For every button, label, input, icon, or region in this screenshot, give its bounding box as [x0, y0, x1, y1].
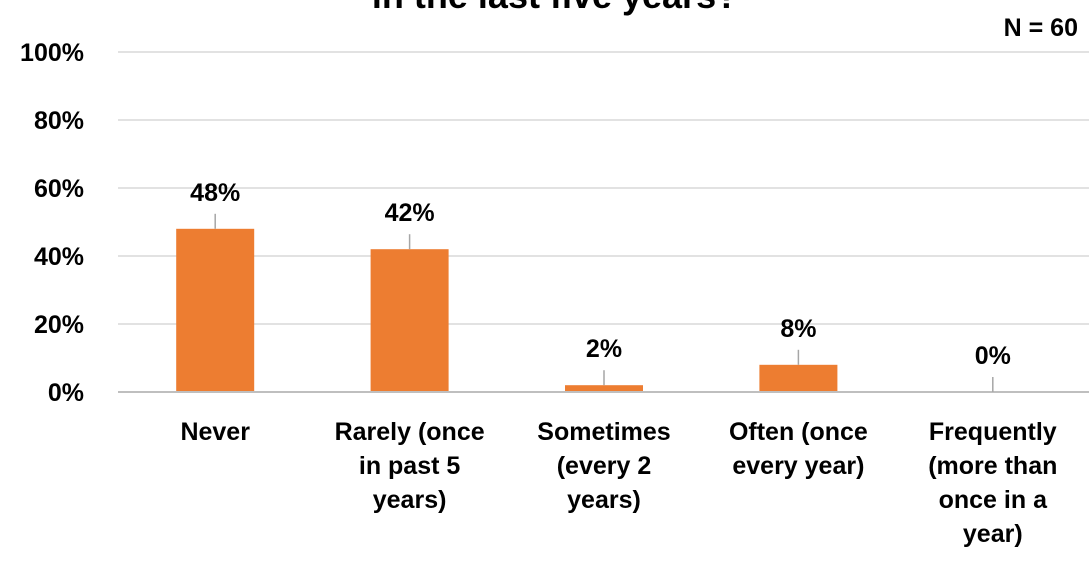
x-axis-tick-labels: Never Rarely (once in past 5 years) Sometime…: [180, 418, 1057, 548]
bar: [759, 364, 838, 392]
data-label: 48%: [190, 179, 240, 207]
x-tick-label: Frequently (more than once in a year): [928, 418, 1057, 548]
sample-size-label: N = 60: [1004, 14, 1078, 42]
data-label: 42%: [385, 199, 435, 227]
y-tick-label: 60%: [34, 175, 84, 203]
y-tick-label: 80%: [34, 107, 84, 135]
bars: [176, 228, 838, 392]
y-tick-label: 40%: [34, 243, 84, 271]
y-tick-label: 100%: [20, 39, 84, 67]
data-labels: 48% 42% 2% 8% 0%: [190, 179, 1011, 370]
bar: [176, 228, 255, 392]
chart-title: in the last five years?: [372, 0, 738, 16]
x-tick-label: Rarely (once in past 5 years): [335, 418, 485, 514]
data-label: 0%: [975, 342, 1011, 370]
data-label: 2%: [586, 335, 622, 363]
data-label-leaders: [214, 213, 994, 392]
data-label: 8%: [780, 315, 816, 343]
bar: [565, 385, 643, 392]
x-tick-label: Never: [180, 418, 250, 446]
y-axis-tick-labels: 0% 20% 40% 60% 80% 100%: [20, 39, 84, 407]
y-tick-label: 0%: [48, 379, 84, 407]
y-tick-label: 20%: [34, 311, 84, 339]
bar: [370, 249, 449, 392]
x-tick-label: Often (once every year): [729, 418, 868, 480]
gridlines: [118, 51, 1089, 325]
x-tick-label: Sometimes (every 2 years): [537, 418, 670, 514]
